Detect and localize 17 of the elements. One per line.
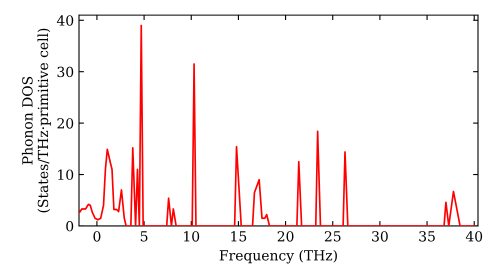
x-tick-label: 40 bbox=[466, 231, 482, 242]
x-axis-title: Frequency (THz) bbox=[220, 250, 337, 264]
y-tick-label: 30 bbox=[58, 66, 74, 78]
x-tick-label: 10 bbox=[184, 231, 200, 242]
y-tick-label: 20 bbox=[57, 118, 74, 129]
y-tick-label: 0 bbox=[66, 220, 74, 232]
x-tick-label: 30 bbox=[372, 231, 388, 242]
x-tick-label: 25 bbox=[324, 231, 340, 242]
line-series bbox=[79, 24, 476, 226]
y-axis-title: Phonon DOS (States/THz·primitive cell) bbox=[22, 28, 51, 212]
y-tick-label: 10 bbox=[58, 170, 74, 180]
x-tick-label: 15 bbox=[231, 231, 246, 242]
x-tick-label: 5 bbox=[140, 231, 148, 242]
x-tick-label: 20 bbox=[278, 231, 294, 242]
x-tick-label: 35 bbox=[419, 231, 435, 242]
y-tick-label: 40 bbox=[56, 15, 74, 26]
x-tick-label: 0 bbox=[93, 231, 100, 242]
